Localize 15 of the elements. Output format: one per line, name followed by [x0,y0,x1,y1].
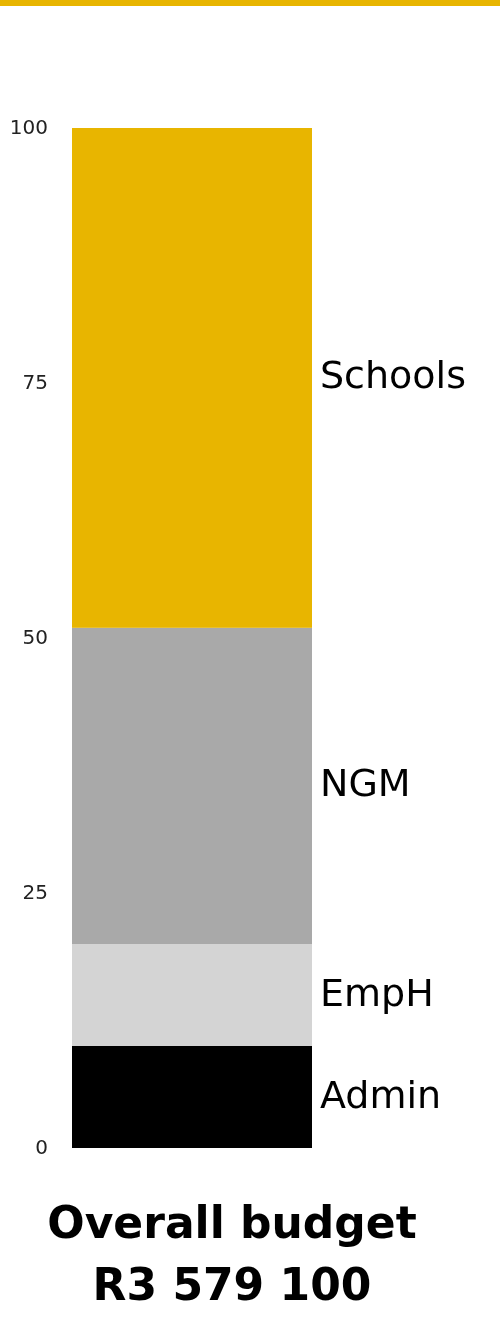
bar [72,128,312,628]
y-tick-label: 0 [35,1134,48,1159]
y-tick-label: 75 [22,369,48,394]
y-tick-label: 25 [22,879,48,904]
bar [72,944,312,1046]
series-label: NGM [320,761,411,806]
series-label: EmpH [320,970,434,1015]
y-tick-label: 100 [9,114,48,139]
bar [72,627,312,944]
text: R3 579 100 [92,1259,372,1310]
text: Overall budget [47,1197,417,1248]
y-tick-label: 50 [22,624,48,649]
series-label: Admin [320,1072,442,1117]
bar [72,1046,312,1148]
series-label: Schools [320,353,466,398]
